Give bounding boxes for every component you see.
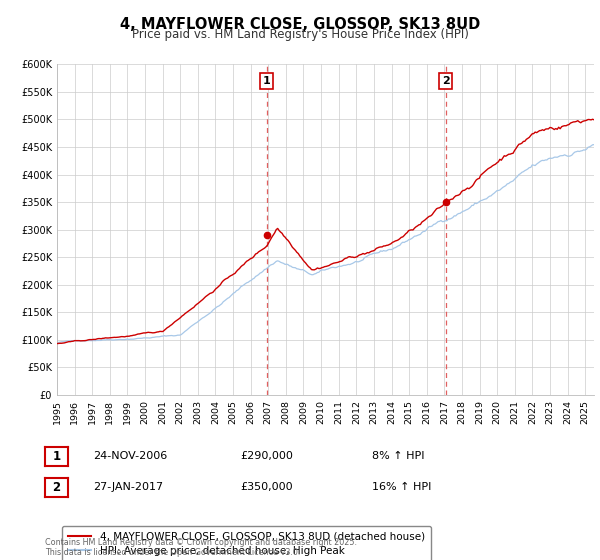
- Text: Contains HM Land Registry data © Crown copyright and database right 2025.
This d: Contains HM Land Registry data © Crown c…: [45, 538, 357, 557]
- Text: Price paid vs. HM Land Registry's House Price Index (HPI): Price paid vs. HM Land Registry's House …: [131, 28, 469, 41]
- Text: 24-NOV-2006: 24-NOV-2006: [93, 451, 167, 461]
- Text: 2: 2: [52, 481, 61, 494]
- Text: 16% ↑ HPI: 16% ↑ HPI: [372, 482, 431, 492]
- Text: 1: 1: [52, 450, 61, 464]
- Text: £290,000: £290,000: [240, 451, 293, 461]
- Legend: 4, MAYFLOWER CLOSE, GLOSSOP, SK13 8UD (detached house), HPI: Average price, deta: 4, MAYFLOWER CLOSE, GLOSSOP, SK13 8UD (d…: [62, 526, 431, 560]
- Text: 8% ↑ HPI: 8% ↑ HPI: [372, 451, 425, 461]
- Text: 27-JAN-2017: 27-JAN-2017: [93, 482, 163, 492]
- Text: 1: 1: [263, 76, 271, 86]
- Text: £350,000: £350,000: [240, 482, 293, 492]
- Text: 2: 2: [442, 76, 449, 86]
- Text: 4, MAYFLOWER CLOSE, GLOSSOP, SK13 8UD: 4, MAYFLOWER CLOSE, GLOSSOP, SK13 8UD: [120, 17, 480, 32]
